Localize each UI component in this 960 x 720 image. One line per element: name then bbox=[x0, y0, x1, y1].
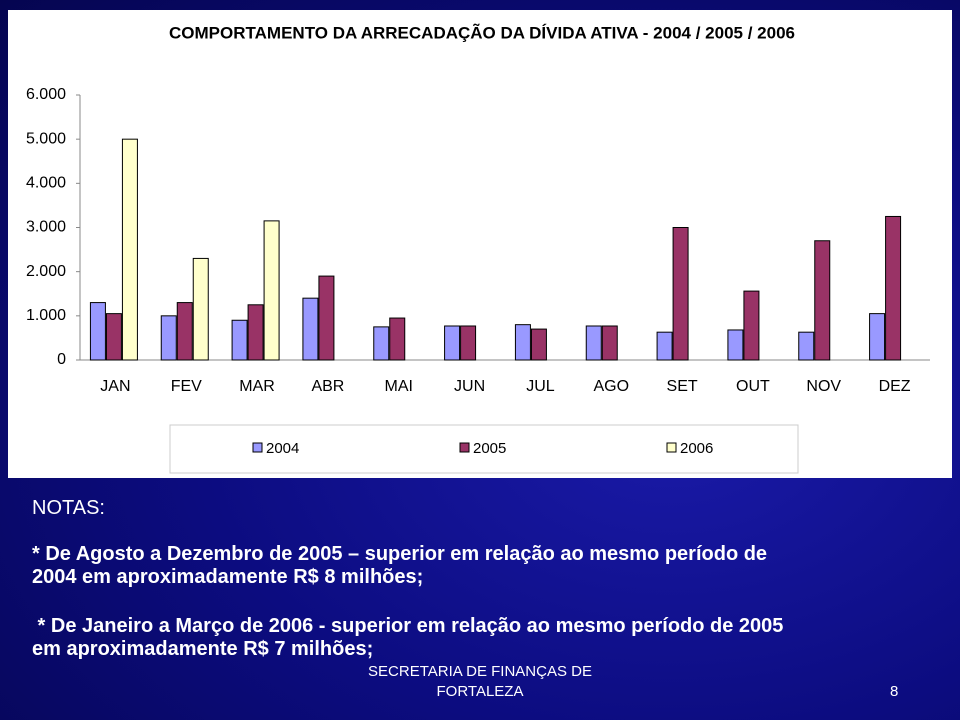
note-line: 2004 em aproximadamente R$ 8 milhões; bbox=[32, 566, 424, 588]
bar bbox=[247, 304, 264, 361]
y-tick-label: 6.000 bbox=[26, 86, 66, 103]
y-tick-label: 5.000 bbox=[26, 130, 66, 147]
legend-swatch bbox=[252, 442, 263, 453]
bar bbox=[672, 227, 689, 361]
bar bbox=[585, 325, 602, 361]
footer-line: FORTALEZA bbox=[436, 683, 524, 700]
bar bbox=[656, 331, 673, 361]
x-tick-label: MAR bbox=[239, 378, 275, 395]
legend-label: 2006 bbox=[680, 440, 713, 457]
bar bbox=[798, 331, 815, 361]
y-tick-label: 1.000 bbox=[26, 307, 66, 324]
bar bbox=[263, 220, 280, 361]
legend-swatch bbox=[459, 442, 470, 453]
y-tick-label: 0 bbox=[57, 351, 66, 368]
bar bbox=[885, 215, 902, 361]
bar bbox=[814, 240, 831, 361]
footer-line: SECRETARIA DE FINANÇAS DE bbox=[368, 663, 592, 680]
bar bbox=[302, 297, 319, 361]
x-tick-label: SET bbox=[667, 378, 698, 395]
bar bbox=[869, 313, 886, 361]
bar bbox=[373, 326, 390, 361]
bar bbox=[389, 317, 406, 361]
bar bbox=[231, 319, 248, 361]
bar bbox=[89, 302, 106, 361]
bar bbox=[727, 329, 744, 361]
y-tick-label: 4.000 bbox=[26, 175, 66, 192]
x-tick-label: JUN bbox=[454, 378, 485, 395]
x-tick-label: ABR bbox=[311, 378, 344, 395]
y-tick-label: 3.000 bbox=[26, 219, 66, 236]
bar bbox=[460, 325, 477, 361]
bar bbox=[176, 302, 193, 361]
x-tick-label: JUL bbox=[526, 378, 555, 395]
note-line: em aproximadamente R$ 7 milhões; bbox=[32, 638, 374, 660]
legend-label: 2005 bbox=[473, 440, 506, 457]
bar bbox=[121, 138, 138, 361]
bar bbox=[192, 257, 209, 361]
chart-title: COMPORTAMENTO DA ARRECADAÇÃO DA DÍVIDA A… bbox=[169, 22, 795, 42]
bar bbox=[105, 313, 122, 361]
note-line: * De Agosto a Dezembro de 2005 – superio… bbox=[32, 543, 768, 565]
legend-swatch bbox=[666, 442, 677, 453]
bar bbox=[601, 325, 618, 361]
note-line: * De Janeiro a Março de 2006 - superior … bbox=[32, 615, 784, 637]
x-tick-label: MAI bbox=[385, 378, 413, 395]
x-tick-label: NOV bbox=[806, 378, 841, 395]
bar bbox=[530, 328, 547, 361]
bar bbox=[318, 275, 335, 361]
x-tick-label: AGO bbox=[593, 378, 629, 395]
x-tick-label: FEV bbox=[171, 378, 202, 395]
x-tick-label: OUT bbox=[736, 378, 770, 395]
x-tick-label: DEZ bbox=[879, 378, 911, 395]
chart: COMPORTAMENTO DA ARRECADAÇÃO DA DÍVIDA A… bbox=[8, 10, 952, 478]
notes-heading: NOTAS: bbox=[32, 497, 105, 519]
x-tick-label: JAN bbox=[100, 378, 130, 395]
page-number: 8 bbox=[890, 683, 899, 700]
note: * De Janeiro a Março de 2006 - superior … bbox=[32, 615, 783, 661]
bar bbox=[444, 325, 461, 361]
note: * De Agosto a Dezembro de 2005 – superio… bbox=[32, 543, 767, 589]
legend-label: 2004 bbox=[266, 440, 299, 457]
footer: SECRETARIA DE FINANÇAS DE FORTALEZA bbox=[330, 662, 630, 702]
bar bbox=[160, 315, 177, 361]
bar bbox=[514, 324, 531, 361]
chart-panel bbox=[8, 10, 952, 478]
bar bbox=[743, 290, 760, 361]
y-tick-label: 2.000 bbox=[26, 263, 66, 280]
legend-box bbox=[169, 424, 799, 474]
